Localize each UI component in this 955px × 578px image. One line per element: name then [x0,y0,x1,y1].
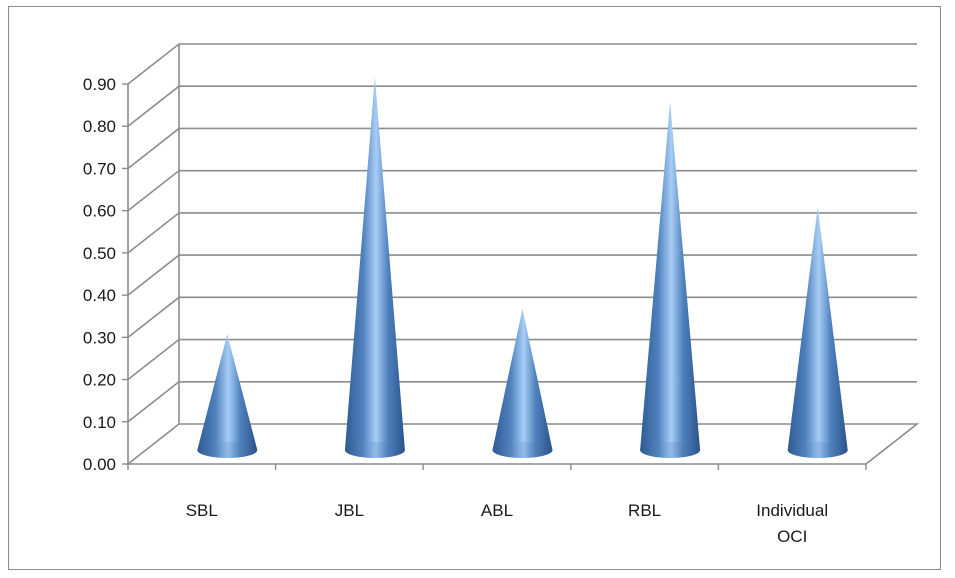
y-tick-label: 0.80 [83,117,116,136]
category-label: JBL [335,501,364,520]
label-layer: 0.00 0.10 0.20 0.30 0.40 0.50 0.60 0.70 0.80 0.90… [83,75,828,546]
cone-body [344,76,405,459]
cone-base [787,442,848,458]
gridline [127,43,917,85]
cone-body [197,334,258,458]
gridline [127,169,917,212]
y-tick-label: 0.40 [83,286,116,305]
y-tick-label: 0.90 [83,75,116,94]
gridline [127,85,917,127]
cone-bar [640,102,701,458]
chart-floor [125,423,920,465]
cone-layer [197,76,848,459]
chart-frame [8,6,941,570]
cone-body [640,102,701,458]
y-tick-label: 0.20 [83,371,116,390]
cone-bar [492,308,553,458]
y-tick-label: 0.00 [83,455,116,474]
cone-bar [197,334,258,458]
gridline [127,254,917,296]
cone-body [492,308,553,458]
cone-base [197,442,258,458]
cone-base [344,442,405,458]
y-tick-label: 0.50 [83,244,116,263]
y-tick-label: 0.10 [83,413,116,432]
gridline [127,127,917,170]
category-label: Individual OCI [756,501,828,546]
cone-bar [344,76,405,459]
y-tick-label: 0.70 [83,159,116,178]
category-label: SBL [186,501,218,520]
gridline [127,212,917,254]
category-label: ABL [481,501,513,520]
cone-base [640,442,701,458]
cone-base [492,442,553,458]
axis-layer [122,44,920,470]
category-label: RBL [628,501,661,520]
cone-bar [787,207,848,458]
y-tick-label: 0.60 [83,202,116,221]
y-tick-label: 0.30 [83,328,116,347]
cone-body [787,207,848,458]
